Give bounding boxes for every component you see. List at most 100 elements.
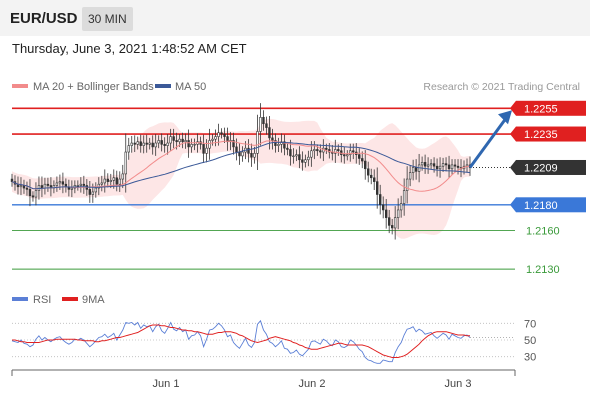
level-label-1-2180: 1.2180 <box>524 200 558 212</box>
candle-body <box>376 181 379 195</box>
candle-body <box>148 142 151 145</box>
time-axis: Jun 1 Jun 2 Jun 3 <box>11 369 516 390</box>
candle-body <box>334 149 337 154</box>
candle-body <box>429 163 433 166</box>
candle-body <box>390 225 394 229</box>
candle-body <box>241 151 244 157</box>
candle-body <box>426 164 430 167</box>
candle-body <box>432 163 436 167</box>
candle-body <box>399 203 403 211</box>
credit-label: Research © 2021 Trading Central <box>423 81 580 93</box>
candle-body <box>393 217 397 229</box>
candle-body <box>265 123 268 128</box>
candle-body <box>337 149 340 152</box>
candle-body <box>64 183 68 188</box>
candle-body <box>438 165 442 170</box>
candle-body <box>456 165 460 168</box>
candle-body <box>435 165 439 170</box>
candle-body <box>178 138 181 143</box>
candle-body <box>76 185 80 187</box>
candle-body <box>40 185 44 189</box>
candle-body <box>79 183 83 186</box>
candle-body <box>304 159 307 163</box>
time-tick-jun-1: Jun 1 <box>153 378 180 390</box>
candle-body <box>274 140 277 146</box>
candle-body <box>151 142 154 148</box>
timeframe-button[interactable]: 30 MIN <box>82 7 133 31</box>
candle-body <box>307 156 310 161</box>
candle-body <box>358 154 361 159</box>
candle-body <box>292 155 295 158</box>
candle-body <box>187 140 190 148</box>
main-plot: 1.2255 1.2235 1.2209 1.2180 1.2160 1.2130 <box>10 100 586 276</box>
candle-body <box>217 132 220 137</box>
candle-body <box>411 167 415 173</box>
candle-body <box>352 150 355 153</box>
ma50-line <box>11 141 471 190</box>
candle-body <box>373 177 376 182</box>
bollinger-band <box>12 118 470 239</box>
rsi-plot: 70 50 30 <box>11 318 536 364</box>
rsi-legend: RSI 9MA <box>12 294 105 306</box>
candle-body <box>124 151 127 175</box>
candle-body <box>22 185 26 189</box>
candle-body <box>256 131 259 154</box>
candle-body <box>250 153 253 158</box>
candle-body <box>378 194 382 206</box>
candle-body <box>166 142 169 146</box>
candle-body <box>259 117 262 132</box>
candle-body <box>268 127 271 139</box>
candle-body <box>343 154 346 157</box>
candle-body <box>19 185 23 188</box>
candle-body <box>298 154 301 161</box>
candle-body <box>423 162 427 167</box>
candle-body <box>211 138 214 141</box>
candle-body <box>214 136 217 140</box>
candle-body <box>10 178 14 182</box>
candle-body <box>121 173 124 180</box>
rsi-ma-legend-swatch <box>62 297 78 301</box>
candle-body <box>387 217 391 226</box>
candle-body <box>310 150 313 158</box>
candle-body <box>381 204 385 211</box>
datetime-label: Thursday, June 3, 2021 1:48:52 AM CET <box>12 41 247 56</box>
candle-body <box>349 150 352 155</box>
rsi-legend-label: RSI <box>33 294 51 306</box>
level-label-1-2130: 1.2130 <box>526 264 560 276</box>
candle-body <box>301 159 304 163</box>
candle-body <box>370 174 373 179</box>
candle-body <box>205 147 208 154</box>
level-tag-1-2180 <box>516 197 586 213</box>
ma20-legend-label: MA 20 + Bollinger Bands <box>33 81 154 93</box>
candle-body <box>169 136 172 144</box>
level-tag-pointer-1-2180 <box>510 197 516 213</box>
candle-body <box>232 140 235 148</box>
candle-body <box>235 146 238 153</box>
candle-body <box>396 209 400 218</box>
candle-body <box>447 164 451 170</box>
candle-body <box>94 187 98 193</box>
level-tag-pointer-1-2255 <box>510 100 516 116</box>
candle-body <box>286 147 289 150</box>
candle-body <box>408 172 412 180</box>
level-label-1-2209: 1.2209 <box>524 162 558 174</box>
candle-body <box>202 144 205 154</box>
time-tick-jun-2: Jun 2 <box>299 378 326 390</box>
candle-body <box>154 142 157 148</box>
candle-body <box>184 140 187 143</box>
candle-body <box>402 190 406 204</box>
forecast-arrow-shaft <box>468 117 508 169</box>
symbol-label: EUR/USD <box>10 10 78 27</box>
candle-body <box>139 141 142 146</box>
level-label-1-2255: 1.2255 <box>524 103 558 115</box>
candle-body <box>34 190 38 198</box>
candle-body <box>61 181 65 185</box>
candle-body <box>319 150 322 153</box>
candle-body <box>223 133 226 137</box>
candle-body <box>295 154 298 157</box>
level-tag-1-2209 <box>516 159 586 175</box>
candle-body <box>384 209 388 218</box>
candle-body <box>28 189 32 197</box>
candle-body <box>262 117 265 125</box>
